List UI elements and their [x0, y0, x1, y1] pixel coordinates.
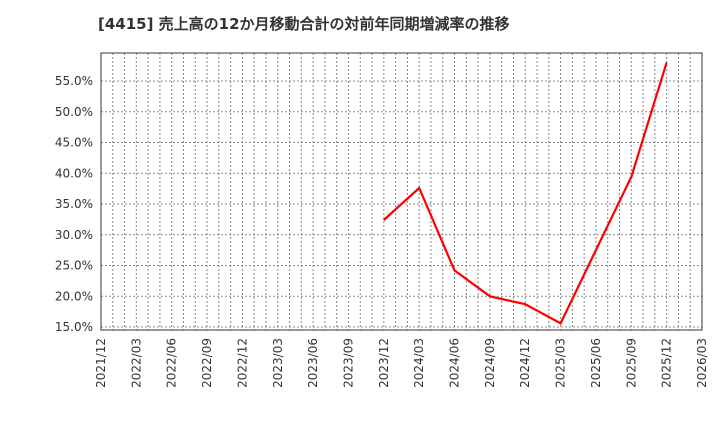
- x-tick-label: 2023/12: [377, 338, 391, 388]
- x-tick-label: 2026/03: [695, 338, 709, 388]
- x-tick-label: 2025/09: [624, 338, 638, 388]
- y-tick-label: 50.0%: [55, 105, 93, 119]
- plot-frame: [100, 52, 703, 331]
- y-tick-label: 40.0%: [55, 166, 93, 180]
- x-tick-label: 2025/12: [660, 338, 674, 388]
- x-tick-label: 2022/09: [200, 338, 214, 388]
- y-tick-label: 15.0%: [55, 320, 93, 334]
- y-tick-label: 30.0%: [55, 228, 93, 242]
- x-tick-label: 2022/12: [235, 338, 249, 388]
- x-tick-label: 2024/06: [448, 338, 462, 388]
- x-tick-label: 2024/12: [518, 338, 532, 388]
- series-line: [383, 62, 668, 325]
- y-tick-label: 20.0%: [55, 289, 93, 303]
- x-tick-label: 2022/06: [165, 338, 179, 388]
- y-tick-label: 35.0%: [55, 197, 93, 211]
- x-tick-label: 2023/03: [271, 338, 285, 388]
- y-tick-label: 55.0%: [55, 74, 93, 88]
- x-tick-label: 2023/06: [306, 338, 320, 388]
- x-tick-label: 2023/09: [341, 338, 355, 388]
- x-tick-label: 2024/09: [483, 338, 497, 388]
- y-tick-label: 45.0%: [55, 136, 93, 150]
- grid-lines: [101, 53, 702, 330]
- x-tick-label: 2021/12: [94, 338, 108, 388]
- chart-title: [4415] 売上高の12か月移動合計の対前年同期増減率の推移: [98, 15, 510, 33]
- x-axis-ticks: 2021/12 2022/03 2022/06 2022/09 2022/12 2023/…: [94, 338, 709, 388]
- x-tick-label: 2025/06: [589, 338, 603, 388]
- y-axis-ticks: 15.0% 20.0% 25.0% 30.0% 35.0% 40.0% 45.0% 50.0%…: [55, 74, 93, 334]
- y-tick-label: 25.0%: [55, 259, 93, 273]
- x-tick-label: 2025/03: [554, 338, 568, 388]
- x-tick-label: 2022/03: [129, 338, 143, 388]
- x-tick-label: 2024/03: [412, 338, 426, 388]
